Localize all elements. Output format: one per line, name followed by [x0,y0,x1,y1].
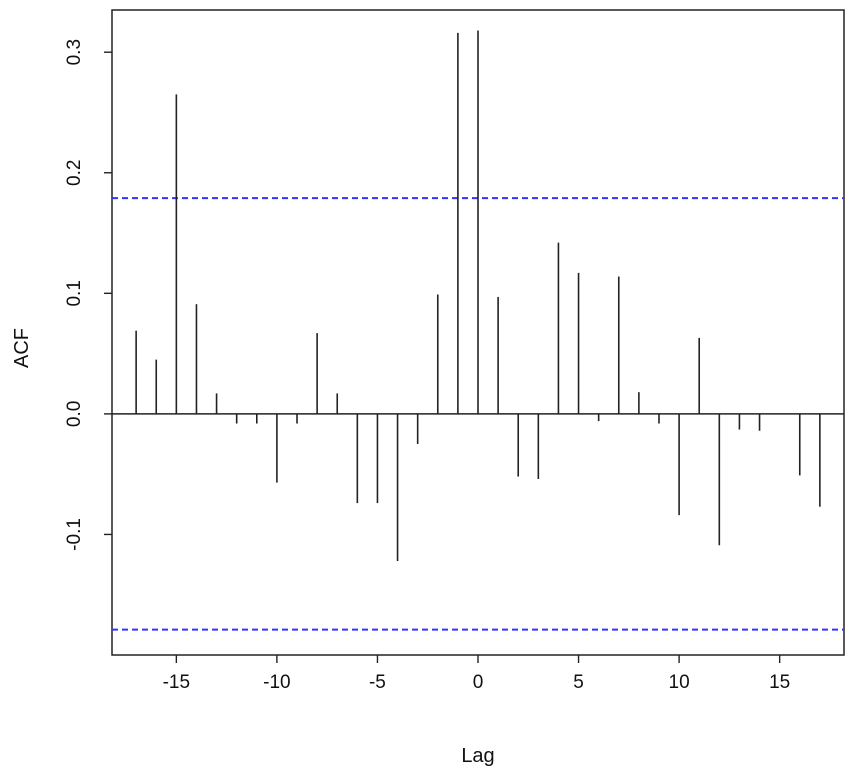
x-axis: -15 -10 -5 0 5 10 15 [163,655,790,693]
x-tick-label: -15 [163,672,190,693]
acf-marks [112,30,844,631]
y-axis-title: ACF [11,328,33,368]
y-axis: -0.1 0.0 0.1 0.2 0.3 [64,39,112,551]
x-tick-label: 15 [769,672,790,693]
x-tick-label: 0 [473,672,484,693]
y-tick-label: -0.1 [64,518,85,551]
x-tick-label: -5 [369,672,386,693]
x-axis-title: Lag [461,745,494,767]
y-tick-label: 0.0 [64,401,85,427]
x-tick-label: -10 [263,672,290,693]
x-tick-label: 10 [669,672,690,693]
y-tick-label: 0.2 [64,160,85,186]
y-tick-label: 0.3 [64,39,85,65]
y-tick-label: 0.1 [64,280,85,306]
x-tick-label: 5 [573,672,584,693]
